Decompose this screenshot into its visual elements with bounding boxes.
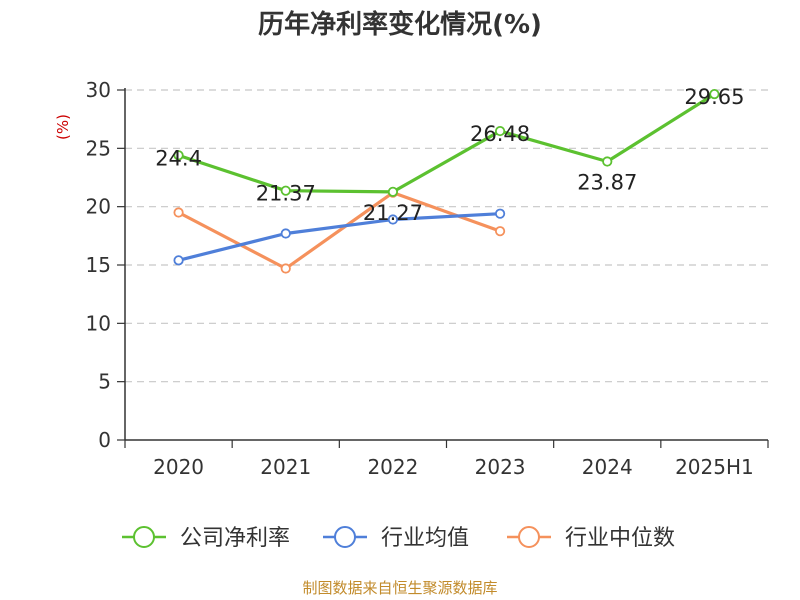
legend-label: 公司净利率: [180, 526, 290, 551]
data-label: 23.87: [577, 171, 637, 195]
data-point: [602, 156, 613, 167]
data-point: [173, 207, 184, 218]
y-tick-label: 25: [86, 136, 111, 160]
legend-marker: [518, 526, 540, 548]
y-tick-label: 15: [86, 253, 111, 277]
y-tick-label: 10: [86, 311, 111, 335]
series-line: [178, 92, 716, 194]
y-tick-label: 30: [86, 78, 111, 102]
data-label: 26.48: [470, 122, 530, 146]
data-labels: 24.4 21.37 21.27 26.48 23.87 29.65: [155, 85, 744, 225]
data-point: [280, 263, 291, 274]
data-point: [494, 226, 506, 237]
data-point: [494, 208, 506, 219]
data-point: [173, 150, 184, 161]
data-point: [709, 88, 720, 100]
x-tick-label: 2025H1: [675, 455, 754, 479]
chart-title: 历年净利率变化情况(%): [258, 9, 542, 40]
y-axis-unit: (%): [54, 114, 72, 140]
y-tick-label: 20: [86, 195, 111, 219]
y-tick-label: 0: [98, 428, 111, 452]
x-tick-label: 2023: [475, 455, 526, 479]
axes: 0 5 10 15 20 25 30 2020 2021 2022 2023 2024 2025H1: [86, 78, 769, 479]
legend: 公司净利率 行业均值 行业中位数: [122, 526, 675, 551]
data-point: [173, 255, 184, 266]
legend-marker: [133, 526, 155, 548]
legend-label: 行业均值: [381, 526, 469, 551]
data-label: 24.4: [155, 146, 202, 170]
data-point: [387, 186, 399, 197]
series-line: [177, 191, 501, 271]
data-point: [387, 214, 399, 225]
data-point: [494, 125, 506, 137]
data-point: [280, 185, 291, 196]
legend-marker: [334, 526, 356, 548]
y-tick-label: 5: [98, 370, 111, 394]
data-label: 21.27: [363, 201, 423, 225]
x-tick-label: 2020: [153, 455, 204, 479]
data-label: 21.37: [256, 182, 316, 206]
x-tick-label: 2022: [367, 455, 418, 479]
data-point: [280, 228, 291, 239]
series-line: [178, 212, 501, 262]
x-tick-label: 2021: [260, 455, 311, 479]
x-tick-label: 2024: [582, 455, 633, 479]
data-source-note: 制图数据来自恒生聚源数据库: [302, 579, 497, 597]
legend-label: 行业中位数: [565, 526, 675, 551]
data-label: 29.65: [684, 85, 744, 109]
series-layer: [173, 88, 720, 274]
